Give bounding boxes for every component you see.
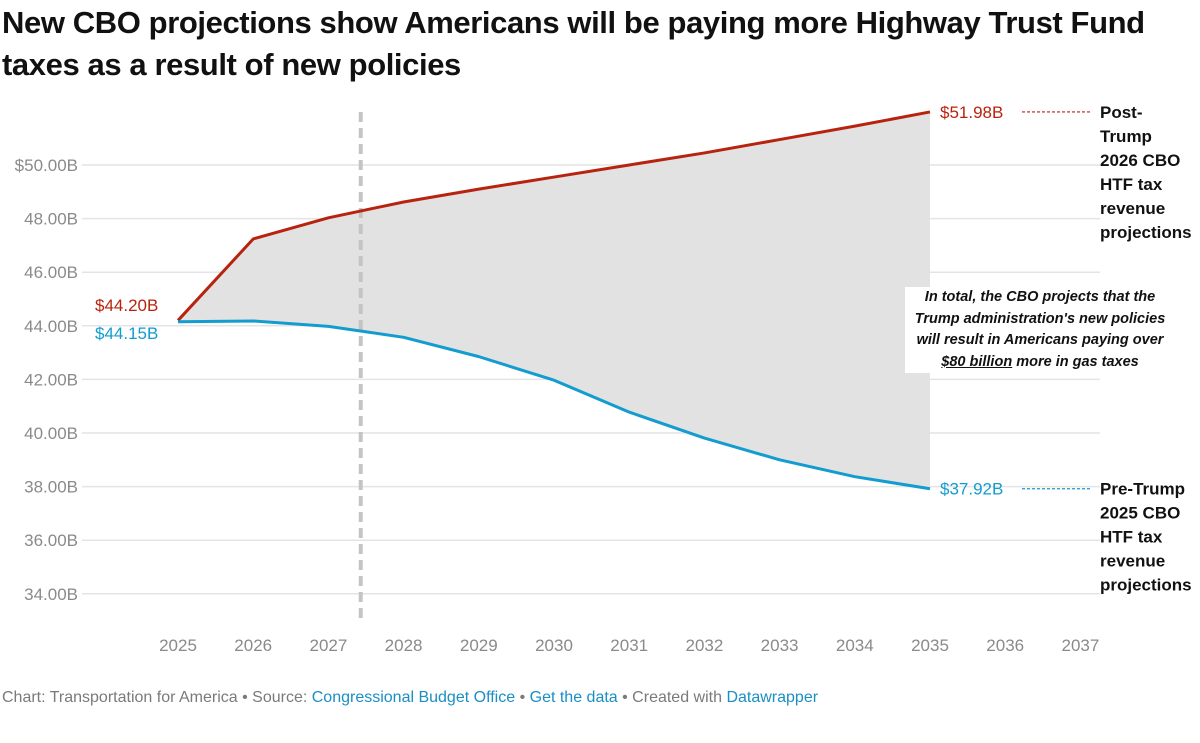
series-label-line: projections [1100,576,1192,595]
y-tick-label: 38.00B [24,478,78,497]
series-label-line: revenue [1100,199,1165,218]
annotation: In total, the CBO projects that the Trum… [905,287,1175,373]
x-tick-label: 2034 [836,636,874,655]
y-axis-ticks: $50.00B 48.00B 46.00B 44.00B 42.00B 40.00B 38.… [15,156,78,604]
series-label-line: Pre-Trump [1100,480,1185,499]
annotation-emphasis: $80 billion [941,353,1013,370]
x-tick-label: 2033 [761,636,799,655]
series-label-line: HTF tax [1100,175,1163,194]
x-tick-label: 2025 [159,636,197,655]
annotation-text-end: more in gas taxes [1012,353,1139,370]
y-tick-label: 40.00B [24,424,78,443]
series-lines [176,110,931,491]
series-label-line: revenue [1100,552,1165,571]
x-tick-label: 2030 [535,636,573,655]
y-tick-label: $50.00B [15,156,78,175]
x-tick-label: 2027 [309,636,347,655]
series-label-line: HTF tax [1100,528,1163,547]
chart-title: New CBO projections show Americans will … [2,5,1145,82]
start-value-label: $44.15B [95,324,158,343]
y-tick-label: 48.00B [24,210,78,229]
x-axis-ticks: 2025 2026 2027 2028 2029 2030 2031 2032 2033 2034… [159,636,1099,655]
end-value-label: $51.98B [940,103,1003,122]
footer-separator: • Source: [237,689,312,706]
y-tick-label: 42.00B [24,370,78,389]
annotation-text: In total, the CBO projects that the Trum… [914,289,1166,348]
series-labels: $44.20B $51.98B Post- Trump 2026 CBO HTF tax r… [95,103,1192,595]
get-data-link[interactable]: Get the data [529,689,618,706]
series-label-line: Trump [1100,127,1152,146]
x-tick-label: 2032 [685,636,723,655]
chart-credit: Chart: Transportation for America [2,689,238,706]
end-value-label: $37.92B [940,480,1003,499]
x-tick-label: 2037 [1061,636,1099,655]
y-tick-label: 36.00B [24,531,78,550]
x-tick-label: 2026 [234,636,272,655]
difference-area [178,111,930,489]
y-tick-label: 44.00B [24,317,78,336]
series-label-line: 2025 CBO [1100,504,1180,523]
footer-separator: • Created with [617,689,727,706]
x-tick-label: 2028 [385,636,423,655]
y-tick-label: 46.00B [24,263,78,282]
series-label-line: projections [1100,223,1192,242]
start-value-label: $44.20B [95,296,158,315]
x-tick-label: 2031 [610,636,648,655]
x-tick-label: 2035 [911,636,949,655]
series-label-line: Post- [1100,103,1143,122]
x-tick-label: 2036 [986,636,1024,655]
source-link[interactable]: Congressional Budget Office [311,689,516,706]
x-tick-label: 2029 [460,636,498,655]
y-tick-label: 34.00B [24,585,78,604]
series-label-line: 2026 CBO [1100,151,1180,170]
footer-separator: • [515,689,530,706]
footer: Chart: Transportation for America • Sour… [2,689,818,707]
datawrapper-link[interactable]: Datawrapper [726,689,819,706]
